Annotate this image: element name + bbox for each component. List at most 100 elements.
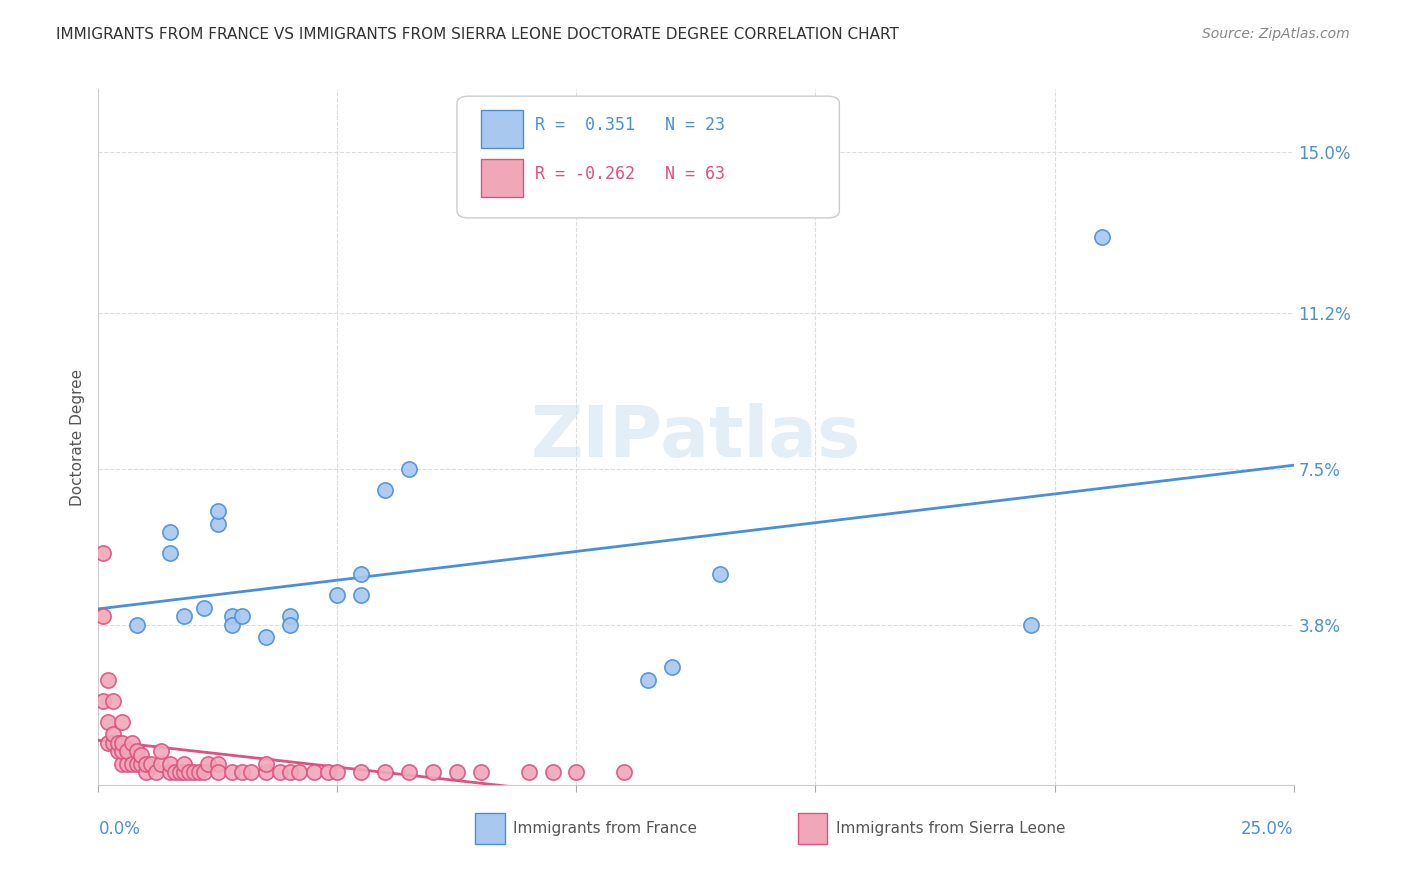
Point (207, 516, 229, 531)
Point (422, 765, 444, 780)
Text: Immigrants from Sierra Leone: Immigrants from Sierra Leone (835, 822, 1066, 837)
Text: R = -0.262   N = 63: R = -0.262 N = 63 (534, 165, 724, 183)
Point (221, 765, 243, 780)
Point (565, 765, 588, 780)
Point (101, 693, 124, 707)
Point (316, 765, 339, 780)
Bar (481, 110, 523, 148)
Point (97, 673, 120, 687)
Point (101, 727, 124, 741)
Point (326, 588, 349, 602)
Point (121, 756, 143, 771)
Point (163, 765, 186, 780)
Point (278, 609, 301, 624)
Point (193, 600, 215, 615)
Point (613, 765, 636, 780)
Point (101, 736, 124, 750)
Point (159, 765, 181, 780)
Point (159, 756, 181, 771)
Point (173, 609, 195, 624)
Point (207, 765, 229, 780)
Point (470, 765, 492, 780)
Text: 0.0%: 0.0% (98, 820, 141, 838)
Point (145, 765, 167, 780)
Point (207, 504, 229, 518)
Bar (481, 159, 523, 197)
Y-axis label: Doctorate Degree: Doctorate Degree (69, 368, 84, 506)
Point (350, 765, 373, 780)
Point (149, 744, 172, 758)
Point (149, 756, 172, 771)
Point (159, 524, 181, 539)
Point (398, 461, 420, 475)
Point (187, 765, 209, 780)
Point (269, 765, 291, 780)
Point (91, 609, 114, 624)
Point (107, 736, 129, 750)
Text: ZIPatlas: ZIPatlas (531, 402, 860, 472)
Point (517, 765, 540, 780)
Point (131, 748, 153, 763)
Point (637, 673, 659, 687)
Point (221, 609, 243, 624)
Point (169, 765, 191, 780)
Point (125, 617, 148, 632)
Point (302, 765, 325, 780)
Point (131, 756, 153, 771)
Point (91, 546, 114, 560)
Point (350, 567, 373, 582)
Point (125, 756, 148, 771)
Point (254, 756, 277, 771)
Point (193, 765, 215, 780)
Point (107, 744, 129, 758)
Point (173, 765, 195, 780)
Point (97, 736, 120, 750)
Text: IMMIGRANTS FROM FRANCE VS IMMIGRANTS FROM SIERRA LEONE DOCTORATE DEGREE CORRELAT: IMMIGRANTS FROM FRANCE VS IMMIGRANTS FRO… (56, 27, 898, 42)
Point (121, 736, 143, 750)
Point (254, 631, 277, 645)
Point (173, 756, 195, 771)
Point (125, 744, 148, 758)
Point (179, 765, 201, 780)
Point (278, 765, 301, 780)
Point (97, 714, 120, 729)
Point (111, 756, 134, 771)
Point (115, 744, 138, 758)
Point (254, 765, 277, 780)
Point (115, 756, 138, 771)
Point (709, 567, 731, 582)
Point (221, 617, 243, 632)
FancyBboxPatch shape (457, 96, 839, 218)
Point (111, 736, 134, 750)
Point (326, 765, 349, 780)
Point (135, 765, 157, 780)
Point (1091, 229, 1114, 244)
Point (197, 756, 219, 771)
Point (240, 765, 263, 780)
Point (207, 756, 229, 771)
Point (231, 609, 253, 624)
Point (111, 744, 134, 758)
Text: Source: ZipAtlas.com: Source: ZipAtlas.com (1202, 27, 1350, 41)
Point (350, 588, 373, 602)
Point (661, 660, 683, 674)
Point (135, 756, 157, 771)
Point (1019, 617, 1042, 632)
Point (111, 714, 134, 729)
Bar (797, 813, 827, 844)
Point (278, 617, 301, 632)
Text: Immigrants from France: Immigrants from France (513, 822, 697, 837)
Point (288, 765, 311, 780)
Point (541, 765, 564, 780)
Bar (475, 813, 505, 844)
Point (446, 765, 468, 780)
Point (231, 765, 253, 780)
Point (91, 693, 114, 707)
Point (159, 546, 181, 560)
Text: 25.0%: 25.0% (1241, 820, 1294, 838)
Text: R =  0.351   N = 23: R = 0.351 N = 23 (534, 116, 724, 135)
Point (183, 765, 205, 780)
Point (139, 756, 162, 771)
Point (374, 765, 396, 780)
Point (374, 483, 396, 497)
